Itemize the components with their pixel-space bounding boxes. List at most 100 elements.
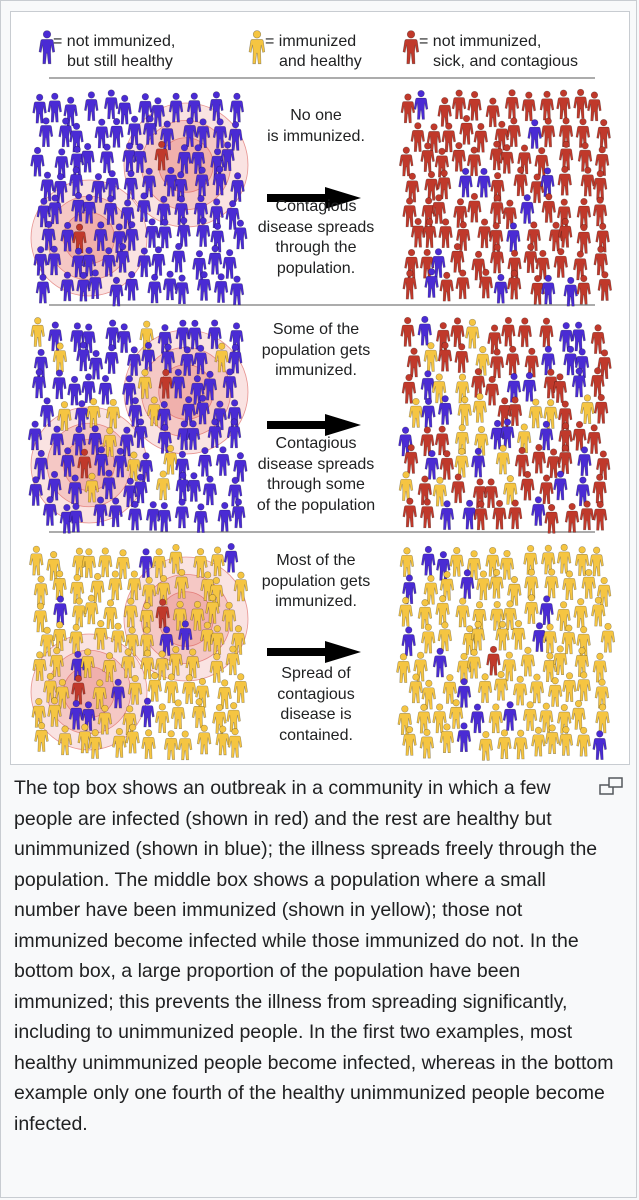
herd-immunity-diagram[interactable]: = not immunized, but still healthy = imm…	[10, 11, 630, 765]
person-after-icon	[558, 444, 573, 475]
person-before-icon	[207, 418, 222, 449]
person-after-icon	[553, 470, 568, 501]
person-before-icon	[215, 725, 230, 756]
person-before-icon	[71, 597, 87, 628]
person-before-icon	[57, 725, 73, 756]
person-after-icon	[532, 622, 547, 652]
person-before-icon	[111, 223, 127, 254]
person-before-icon	[34, 722, 49, 752]
person-after-icon	[467, 192, 482, 223]
person-after-icon	[472, 601, 487, 631]
person-after-icon	[502, 651, 517, 682]
person-after-icon	[531, 496, 546, 526]
diagram-canvas	[27, 30, 616, 761]
person-before-icon	[231, 625, 246, 655]
person-before-icon	[124, 221, 139, 251]
person-after-icon	[431, 373, 447, 404]
person-after-icon	[401, 626, 416, 657]
person-before-icon	[158, 369, 173, 399]
person-after-icon	[574, 647, 590, 677]
person-after-icon	[435, 322, 451, 352]
person-after-icon	[576, 198, 592, 228]
person-before-icon	[63, 96, 78, 127]
person-after-icon	[524, 347, 539, 378]
person-before-icon	[140, 697, 155, 728]
person-after-icon	[539, 317, 554, 348]
person-before-icon	[68, 166, 84, 197]
person-before-icon	[226, 418, 242, 449]
person-after-icon	[586, 424, 602, 454]
person-after-icon	[522, 701, 538, 731]
person-after-icon	[506, 117, 521, 147]
person-before-icon	[230, 172, 245, 202]
person-after-icon	[542, 623, 558, 654]
enlarge-icon[interactable]	[599, 776, 623, 796]
person-after-icon	[539, 702, 554, 733]
person-after-icon	[540, 117, 556, 148]
person-before-icon	[178, 620, 193, 651]
person-after-icon	[472, 392, 487, 423]
person-after-icon	[561, 624, 576, 655]
person-after-icon	[502, 600, 518, 630]
person-after-icon	[396, 653, 411, 683]
person-before-icon	[171, 368, 186, 399]
person-after-icon	[513, 166, 528, 197]
person-after-icon	[511, 620, 526, 650]
person-before-icon	[92, 679, 107, 710]
person-before-icon	[119, 426, 134, 457]
person-after-icon	[421, 197, 436, 227]
person-after-icon	[592, 196, 608, 227]
legend-label-immunized: = immunized and healthy	[265, 32, 362, 72]
person-after-icon	[575, 118, 591, 148]
person-after-icon	[456, 722, 472, 752]
person-before-icon	[132, 143, 148, 173]
person-after-icon	[439, 570, 455, 601]
text-line: disease spreads	[257, 218, 375, 236]
person-after-icon	[424, 449, 440, 480]
person-after-icon	[592, 500, 608, 531]
person-after-icon	[437, 621, 453, 652]
person-after-icon	[419, 248, 435, 279]
person-before-icon	[175, 450, 190, 481]
person-before-icon	[156, 574, 171, 605]
person-after-icon	[552, 645, 568, 675]
person-after-icon	[563, 345, 578, 376]
person-after-icon	[580, 166, 595, 197]
person-before-icon	[115, 549, 131, 579]
person-after-icon	[410, 122, 425, 152]
person-before-icon	[137, 369, 153, 399]
person-after-icon	[596, 450, 611, 481]
person-before-icon	[171, 242, 186, 273]
person-after-icon	[431, 194, 446, 224]
person-before-icon	[80, 142, 95, 173]
person-before-icon	[104, 344, 119, 374]
person-before-icon	[39, 397, 55, 427]
person-after-icon	[590, 367, 605, 397]
person-before-icon	[39, 626, 55, 657]
person-before-icon	[29, 545, 44, 576]
person-after-icon	[502, 199, 517, 230]
person-after-icon	[404, 248, 419, 279]
person-before-icon	[142, 115, 158, 145]
person-before-icon	[229, 322, 244, 352]
person-before-icon	[141, 167, 157, 198]
person-before-icon	[139, 320, 154, 351]
person-before-icon	[136, 192, 152, 222]
person-after-icon	[596, 119, 611, 149]
person-after-icon	[546, 448, 561, 479]
progression-arrow-icon	[267, 641, 361, 663]
person-before-icon	[33, 449, 49, 480]
person-before-icon	[168, 645, 183, 676]
person-before-icon	[138, 93, 153, 123]
person-after-icon	[439, 500, 455, 530]
person-before-icon	[191, 698, 207, 728]
person-after-icon	[456, 678, 472, 708]
person-after-icon	[406, 347, 422, 378]
person-after-icon	[505, 345, 520, 376]
person-after-icon	[513, 729, 528, 760]
person-after-icon	[497, 729, 512, 759]
person-after-icon	[451, 142, 467, 172]
person-after-icon	[435, 595, 450, 625]
person-before-icon	[110, 622, 126, 653]
